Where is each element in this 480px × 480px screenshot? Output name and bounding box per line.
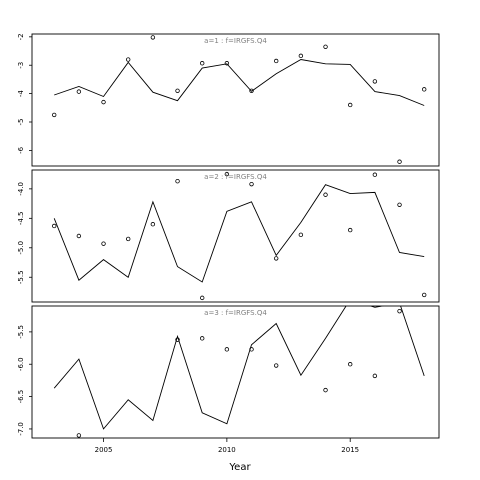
y-tick-label: -5.5 bbox=[17, 270, 25, 284]
observed-point bbox=[249, 181, 254, 187]
observed-point bbox=[397, 159, 402, 164]
observed-point bbox=[199, 295, 205, 301]
fitted-line bbox=[54, 59, 425, 106]
fitted-line bbox=[53, 306, 425, 430]
x-tick-label: 2005 bbox=[95, 446, 113, 454]
y-tick-label: -6 bbox=[17, 146, 25, 154]
x-axis: 2005 2010 2015 bbox=[95, 438, 359, 454]
observed-point bbox=[224, 347, 230, 352]
x-tick-label: 2010 bbox=[218, 446, 236, 454]
y-tick-label: -7.0 bbox=[17, 422, 25, 436]
y-tick-label: -4.0 bbox=[17, 182, 25, 196]
observed-point bbox=[249, 347, 254, 352]
observed-point bbox=[348, 362, 353, 367]
panel-plot-area bbox=[53, 306, 425, 438]
observed-point bbox=[298, 53, 304, 59]
observed-point bbox=[175, 88, 180, 93]
observed-point bbox=[323, 44, 328, 49]
x-tick-label: 2015 bbox=[341, 446, 359, 454]
observed-point bbox=[422, 292, 427, 298]
observed-point bbox=[101, 241, 106, 246]
fitted-line bbox=[53, 184, 425, 283]
observed-point bbox=[175, 178, 180, 184]
x-axis-title: Year bbox=[228, 462, 251, 473]
observed-point bbox=[52, 223, 57, 229]
observed-point bbox=[274, 256, 279, 261]
y-tick-label: -4.5 bbox=[17, 211, 25, 225]
y-tick-label: -3 bbox=[17, 62, 25, 69]
observed-point bbox=[298, 232, 304, 238]
observed-point bbox=[52, 112, 57, 118]
observed-point bbox=[199, 61, 205, 66]
observed-point bbox=[348, 102, 353, 108]
observed-point bbox=[150, 35, 156, 40]
observed-point bbox=[125, 236, 131, 242]
panel-title: a=2 : f=IRGFS.Q4 bbox=[204, 173, 267, 181]
observed-point bbox=[348, 227, 353, 233]
panel-2: -4.0 -4.5 -5.0 -5.5 a=2 : f=IRGFS.Q4 bbox=[17, 169, 440, 303]
observed-point bbox=[224, 61, 230, 66]
panel-frame bbox=[31, 33, 440, 167]
observed-point bbox=[224, 171, 230, 177]
observed-point bbox=[397, 308, 402, 314]
y-tick-label: -2 bbox=[17, 33, 25, 40]
panel-plot-area bbox=[52, 171, 427, 301]
panel-frame bbox=[31, 169, 440, 303]
observed-point bbox=[249, 88, 254, 93]
y-tick-label: -5.5 bbox=[17, 325, 25, 339]
observed-point bbox=[372, 373, 378, 379]
observed-point bbox=[76, 233, 82, 239]
y-tick-label: -5.0 bbox=[17, 241, 25, 255]
observed-point bbox=[101, 99, 106, 105]
panel-1: -2 -3 -4 -5 -6 a=1 : f=IRGFS.Q4 bbox=[17, 33, 440, 167]
observed-point bbox=[175, 337, 180, 342]
y-tick-label: -5 bbox=[17, 119, 25, 126]
observed-point bbox=[323, 192, 328, 197]
observed-point bbox=[372, 79, 378, 84]
observed-point bbox=[422, 87, 427, 92]
panel-title: a=3 : f=IRGFS.Q4 bbox=[204, 309, 267, 317]
panel-3: -5.5 -6.0 -6.5 -7.0 a=3 : f=IRGFS.Q4 bbox=[17, 305, 440, 439]
observed-point bbox=[397, 202, 402, 207]
observed-point bbox=[372, 172, 378, 177]
observed-point bbox=[323, 387, 328, 393]
observed-point bbox=[199, 336, 205, 341]
chart-panels: -2 -3 -4 -5 -6 a=1 : f=IRGFS.Q4 -4.0 -4.5 -5.0 -5… bbox=[17, 33, 440, 439]
y-tick-label: -6.5 bbox=[17, 390, 25, 404]
observed-point bbox=[76, 89, 82, 94]
panel-title: a=1 : f=IRGFS.Q4 bbox=[204, 37, 267, 45]
observed-point bbox=[274, 363, 279, 368]
observed-point bbox=[274, 58, 279, 64]
panel-plot-area bbox=[52, 35, 427, 164]
observed-point bbox=[125, 57, 131, 62]
y-tick-label: -6.0 bbox=[17, 357, 25, 371]
observed-point bbox=[150, 222, 156, 227]
panel-frame bbox=[31, 305, 440, 439]
observed-point bbox=[76, 433, 82, 438]
y-tick-label: -4 bbox=[17, 90, 25, 98]
